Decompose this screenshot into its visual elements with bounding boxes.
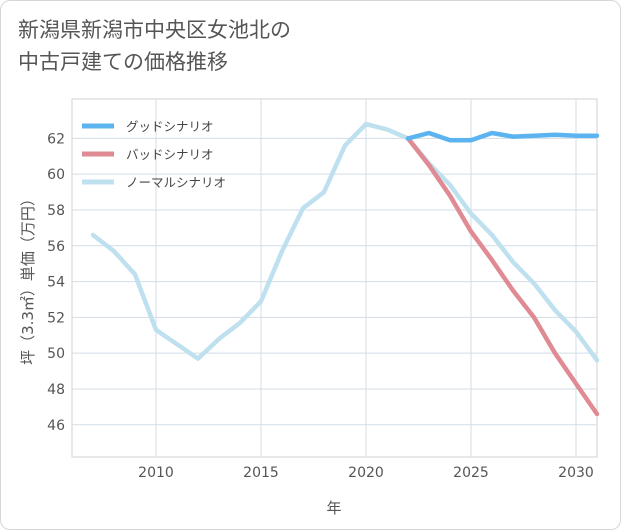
series-line-0 [405, 130, 600, 143]
x-tick-label: 2030 [558, 465, 594, 481]
y-tick-label: 62 [47, 131, 65, 147]
series-lines [90, 121, 600, 417]
x-tick-label: 2010 [138, 465, 174, 481]
x-tick-label: 2015 [243, 465, 279, 481]
y-tick-label: 50 [47, 346, 65, 362]
grid [72, 99, 597, 457]
legend-label-1: バッドシナリオ [126, 147, 214, 162]
y-tick-label: 46 [47, 418, 65, 434]
y-tick-label: 60 [47, 167, 65, 183]
x-tick-label: 2025 [453, 465, 489, 481]
series-line-2 [90, 121, 600, 363]
chart-title-line2: 中古戸建ての価格推移 [18, 50, 228, 74]
plot-area [71, 98, 598, 458]
series-line-1 [405, 136, 600, 417]
legend-label-2: ノーマルシナリオ [126, 175, 226, 190]
y-tick-label: 58 [47, 203, 65, 219]
chart-title-line1: 新潟県新潟市中央区女池北の [18, 18, 291, 42]
y-tick-label: 52 [47, 310, 65, 326]
y-tick-label: 56 [47, 239, 65, 255]
legend-label-0: グッドシナリオ [126, 119, 214, 134]
tick-labels: 46 48 50 52 54 56 58 60 62 2010 2015 2020 2025 2030 [47, 131, 594, 481]
y-axis-label: 坪（3.3㎡）単価（万円） [19, 191, 37, 365]
x-axis-label: 年 [326, 499, 341, 517]
x-tick-label: 2020 [348, 465, 384, 481]
y-tick-label: 54 [47, 275, 65, 291]
y-tick-label: 48 [47, 382, 65, 398]
chart-title: 新潟県新潟市中央区女池北の 中古戸建ての価格推移 [18, 14, 578, 78]
